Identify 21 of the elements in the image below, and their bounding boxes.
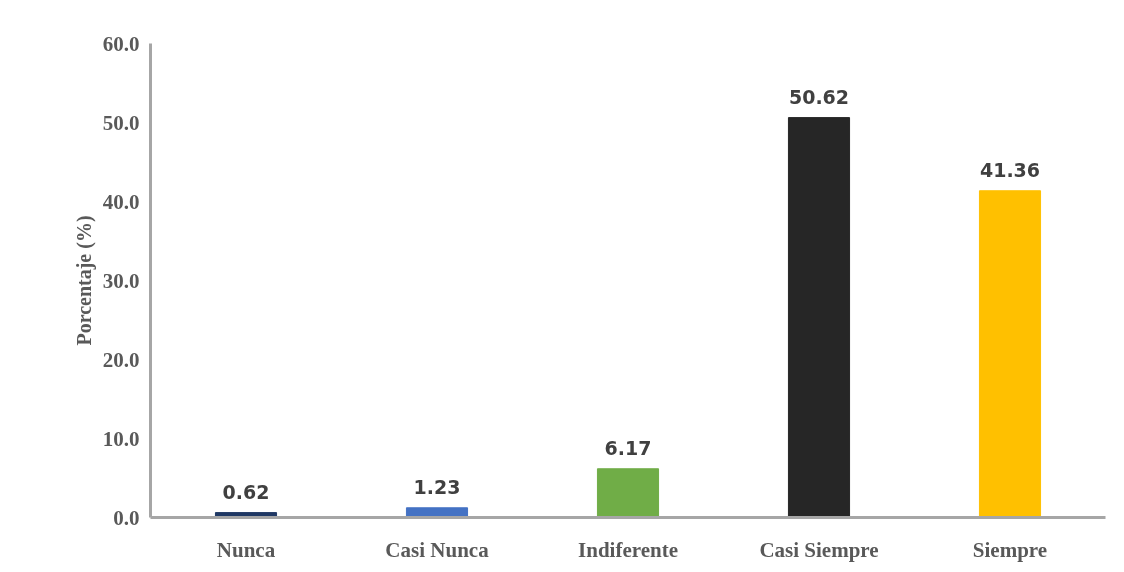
x-tick-label: Casi Siempre [759, 537, 879, 562]
y-tick-label: 10.0 [102, 426, 140, 451]
x-tick-label: Nunca [216, 537, 276, 562]
y-tick-label: 50.0 [102, 110, 140, 135]
y-tick-label: 0.0 [113, 505, 140, 530]
y-tick-label: 20.0 [102, 347, 140, 372]
data-label: 6.17 [604, 436, 652, 459]
data-label: 0.62 [222, 480, 270, 503]
data-label: 1.23 [413, 475, 461, 498]
data-label: 50.62 [788, 85, 850, 108]
x-tick-label: Casi Nunca [385, 537, 490, 562]
y-tick-label: 40.0 [102, 189, 140, 214]
bar [978, 190, 1042, 518]
x-tick-label: Siempre [972, 537, 1048, 562]
y-axis-title: Porcentaje (%) [72, 215, 96, 346]
data-label: 41.36 [979, 158, 1041, 181]
y-tick-label: 60.0 [102, 31, 140, 56]
y-tick-label: 30.0 [102, 268, 140, 293]
bar [787, 117, 851, 518]
bar [596, 468, 660, 518]
x-tick-label: Indiferente [578, 537, 678, 562]
